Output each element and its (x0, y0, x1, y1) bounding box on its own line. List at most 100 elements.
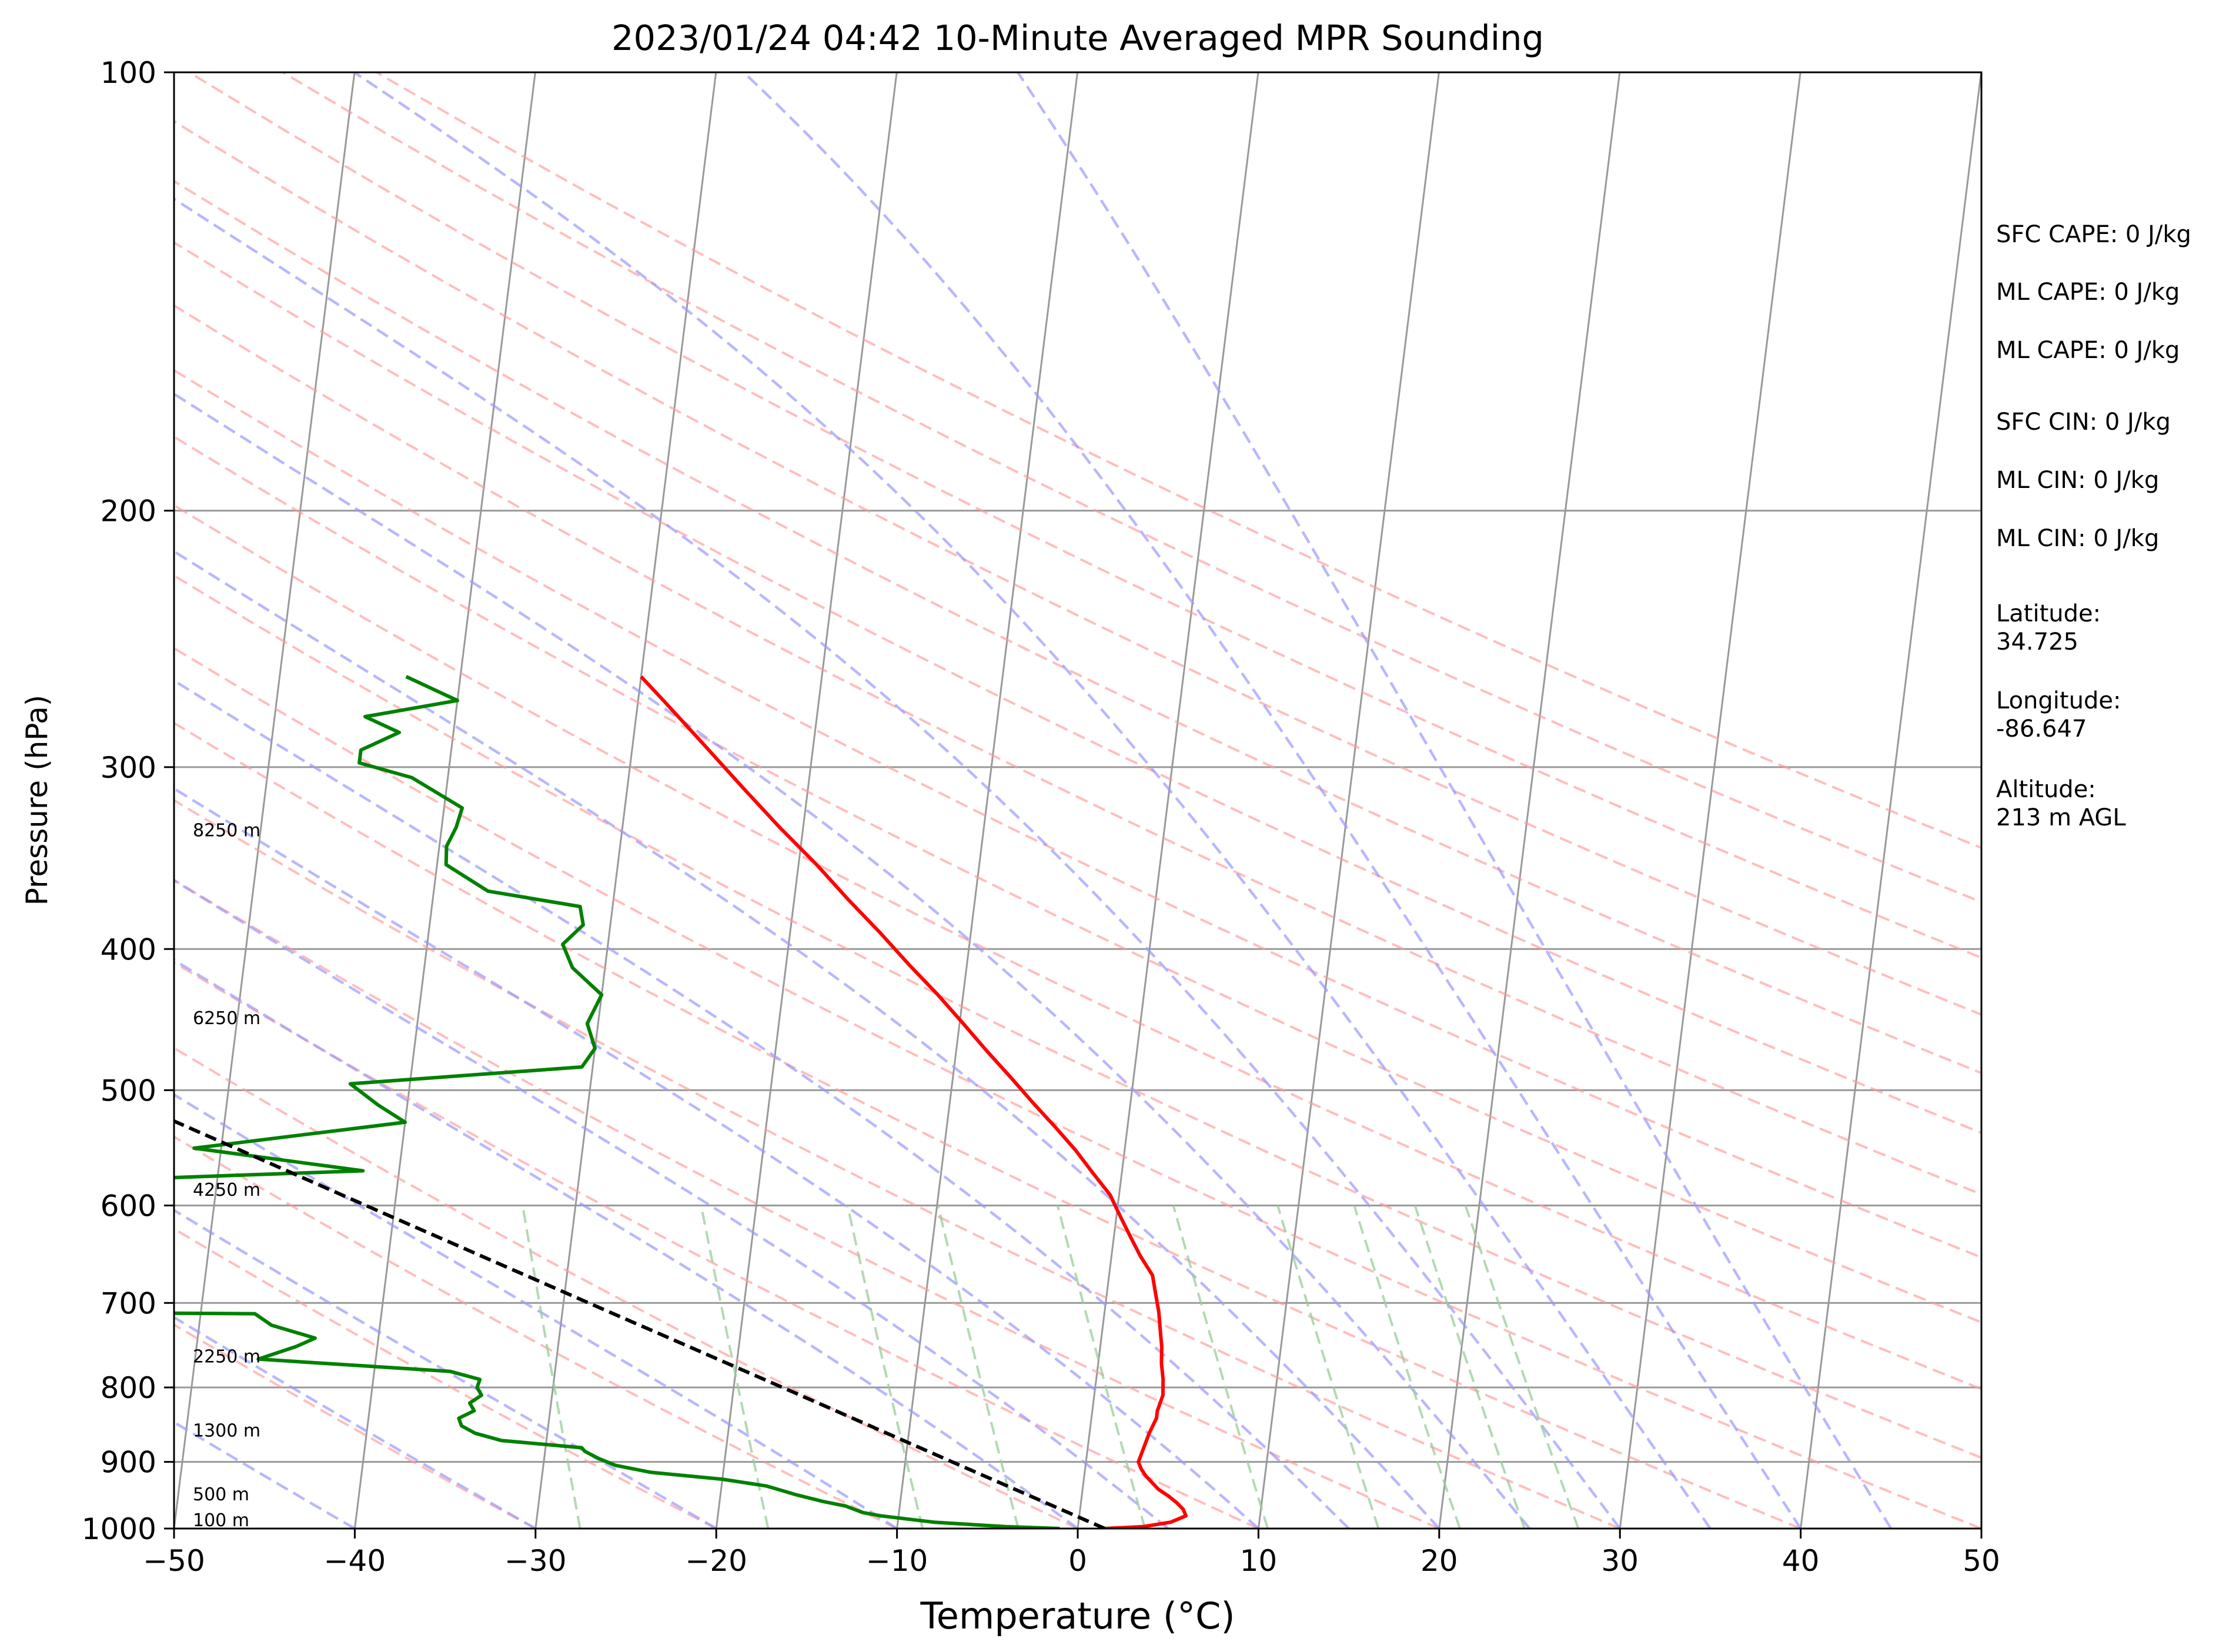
parcel-profile (174, 1119, 1106, 1529)
y-tick-label: 900 (101, 1446, 156, 1480)
isotherm-line (1800, 72, 1981, 1529)
dry-adiabat-line (174, 1135, 898, 1529)
isotherm-line (1077, 72, 1259, 1529)
x-tick-label: −40 (324, 1544, 386, 1578)
x-tick-label: 10 (1240, 1544, 1278, 1578)
dry-adiabat-line (174, 304, 1981, 1196)
altitude-text: Altitude: (1996, 776, 2096, 803)
dry-adiabat-line (174, 369, 1981, 1259)
height-label: 100 m (193, 1510, 249, 1531)
moist-adiabat-line (174, 1093, 898, 1529)
x-tick-label: 50 (1963, 1544, 2000, 1578)
mixing-ratio-line (1353, 1205, 1461, 1529)
isotherm-line (1438, 72, 1621, 1529)
moist-adiabat-line (174, 1208, 717, 1529)
x-axis: −50 −40 −30 −20 −10 0 10 20 30 40 50 (143, 1529, 2000, 1578)
longitude-text: Longitude: (1996, 687, 2121, 714)
y-axis: 100 200 300 400 500 600 700 800 900 1000 (82, 56, 174, 1546)
temperature-profile (640, 675, 1188, 1529)
y-tick-label: 200 (101, 494, 156, 529)
moist-adiabat-line (174, 878, 1169, 1529)
height-label: 4250 m (193, 1180, 260, 1200)
ml-cape-2-text: ML CAPE: 0 J/kg (1996, 337, 2180, 364)
dewpoint-profile (174, 675, 1060, 1529)
mixing-ratio-line (1056, 1205, 1147, 1529)
isotherm-line (896, 72, 1079, 1529)
x-axis-label: Temperature (°C) (920, 1594, 1235, 1637)
dry-adiabat-line (376, 72, 1981, 850)
isotherm-line (174, 72, 356, 1529)
sfc-cape-text: SFC CAPE: 0 J/kg (1996, 221, 2191, 248)
height-label: 6250 m (193, 1008, 260, 1029)
height-label: 8250 m (193, 821, 260, 841)
moist-adiabat-line (174, 1420, 356, 1529)
mixing-ratio-line (1413, 1205, 1526, 1529)
height-label: 500 m (193, 1484, 249, 1505)
isotherm-line (1257, 72, 1440, 1529)
x-tick-label: 0 (1068, 1544, 1087, 1578)
dry-adiabat-line (174, 241, 1981, 1135)
y-tick-label: 300 (101, 751, 156, 785)
y-tick-label: 100 (101, 56, 156, 90)
x-tick-label: 40 (1782, 1544, 1820, 1578)
latitude-text: 34.725 (1996, 628, 2078, 656)
y-tick-label: 600 (101, 1189, 156, 1223)
moist-adiabat-line (174, 958, 1079, 1529)
height-labels: 8250 m 6250 m 4250 m 2250 m 1300 m 500 m 100 m (193, 821, 260, 1531)
height-label: 2250 m (193, 1347, 260, 1367)
moist-adiabat-line (353, 72, 1712, 1529)
dry-adiabat-line (174, 504, 1981, 1390)
background-lines (174, 72, 1981, 1529)
annotation-panel: SFC CAPE: 0 J/kg ML CAPE: 0 J/kg ML CAPE: … (1996, 221, 2191, 831)
isotherm-line (534, 72, 717, 1529)
y-tick-label: 500 (101, 1074, 156, 1108)
dry-adiabat-line (174, 798, 1620, 1529)
ml-cin-2-text: ML CIN: 0 J/kg (1996, 525, 2159, 552)
y-tick-label: 400 (101, 932, 156, 967)
y-tick-label: 700 (101, 1286, 156, 1320)
x-tick-label: −30 (504, 1544, 567, 1578)
mixing-ratio-line (521, 1205, 581, 1529)
moist-adiabat-line (743, 72, 1802, 1529)
dry-adiabat-line (174, 1227, 717, 1529)
dry-adiabat-line (174, 435, 1981, 1324)
y-tick-label: 800 (101, 1371, 156, 1405)
dry-adiabat-line (188, 72, 1981, 959)
ml-cape-1-text: ML CAPE: 0 J/kg (1996, 279, 2180, 306)
mixing-ratio-line (1276, 1205, 1380, 1529)
sfc-cin-text: SFC CIN: 0 J/kg (1996, 409, 2171, 436)
moist-adiabat-line (174, 1316, 536, 1529)
x-tick-label: 20 (1421, 1544, 1458, 1578)
x-tick-label: −50 (143, 1544, 205, 1578)
x-tick-label: −20 (685, 1544, 747, 1578)
data-lines (174, 675, 1188, 1529)
moist-adiabat-line (1017, 72, 1893, 1529)
x-tick-label: −10 (866, 1544, 928, 1578)
isotherm-line (715, 72, 898, 1529)
x-tick-label: 30 (1601, 1544, 1639, 1578)
moist-adiabat-line (174, 787, 1259, 1529)
dry-adiabat-line (174, 1046, 1078, 1529)
mixing-ratio-line (1172, 1205, 1269, 1529)
latitude-text: Latitude: (1996, 600, 2101, 627)
dry-adiabat-line (174, 647, 1981, 1529)
mixing-ratio-line (1464, 1205, 1580, 1529)
moist-adiabat-line (174, 550, 1440, 1529)
y-axis-label: Pressure (hPa) (20, 695, 54, 906)
dry-adiabat-line (282, 72, 1981, 904)
dry-adiabat-line (174, 961, 1259, 1529)
chart-title: 2023/01/24 04:42 10-Minute Averaged MPR … (611, 18, 1544, 58)
moist-adiabat-line (174, 392, 1531, 1529)
isotherm-line (1619, 72, 1801, 1529)
dry-adiabat-line (174, 574, 1981, 1459)
height-label: 1300 m (193, 1421, 260, 1442)
y-tick-label: 1000 (82, 1512, 156, 1546)
ml-cin-1-text: ML CIN: 0 J/kg (1996, 467, 2159, 494)
altitude-text: 213 m AGL (1996, 804, 2126, 831)
moist-adiabat-line (174, 679, 1350, 1529)
mixing-ratio-line (846, 1205, 924, 1529)
longitude-text: -86.647 (1996, 715, 2087, 743)
dry-adiabat-line (174, 721, 1801, 1529)
